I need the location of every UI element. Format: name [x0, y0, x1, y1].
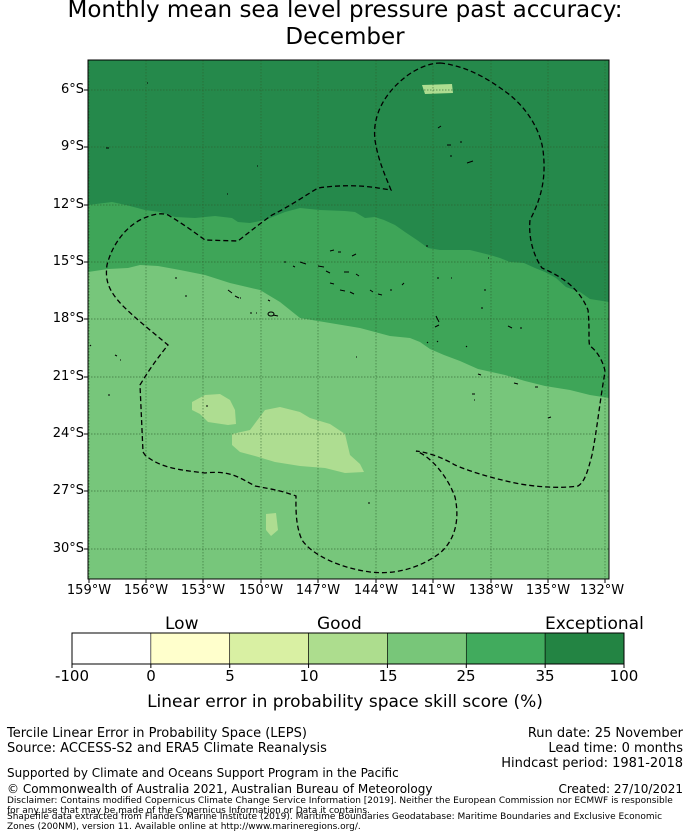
lat-label: 15°S: [52, 254, 84, 269]
info-source: Source: ACCESS-S2 and ERA5 Climate Reana…: [7, 741, 327, 756]
colorbar-segment: [465, 632, 546, 665]
gridlines: [88, 60, 609, 579]
lon-label: 156°W: [123, 583, 169, 598]
island-markers: [89, 82, 552, 504]
lon-ticks: [88, 579, 606, 583]
colorbar-frame: [71, 632, 625, 665]
lon-label: 132°W: [579, 583, 625, 598]
lon-label: 159°W: [66, 583, 112, 598]
region-score-15-25: [88, 265, 609, 579]
category-exceptional: Exceptional: [545, 614, 644, 634]
run-date: Run date: 25 November: [527, 726, 683, 741]
hindcast-period: Hindcast period: 1981-2018: [501, 756, 683, 771]
colorbar-segment: [150, 632, 231, 665]
lat-label: 21°S: [52, 369, 84, 384]
region-score-35-100: [88, 60, 609, 302]
copyright: © Commonwealth of Australia 2021, Austra…: [7, 782, 433, 796]
info-method: Tercile Linear Error in Probability Spac…: [7, 726, 307, 741]
colorbar-tick-label: 0: [146, 667, 156, 685]
lon-label: 147°W: [295, 583, 341, 598]
chart-subtitle: December: [285, 24, 405, 50]
colorbar-label: Linear error in probability space skill …: [147, 692, 543, 712]
colorbar-tick-label: 35: [535, 667, 555, 685]
lat-ticks: [84, 89, 88, 550]
category-low: Low: [165, 614, 199, 634]
lat-label: 18°S: [52, 311, 84, 326]
lon-label: 150°W: [238, 583, 284, 598]
colorbar-tick-label: 10: [299, 667, 319, 685]
shapefile-credit: Shapefile data extracted from Flanders M…: [7, 812, 663, 832]
colorbar-segment: [544, 632, 625, 665]
category-good: Good: [317, 614, 362, 634]
chart-title: Monthly mean sea level pressure past acc…: [67, 0, 623, 23]
lon-label: 135°W: [525, 583, 571, 598]
lat-label: 24°S: [52, 426, 84, 441]
colorbar-segment: [71, 632, 152, 665]
lat-label: 27°S: [52, 483, 84, 498]
colorbar-tick-label: 5: [225, 667, 235, 685]
disclaimer: Disclaimer: Contains modified Copernicus…: [7, 796, 673, 816]
eez-boundary: [105, 62, 606, 574]
colorbar-segment: [229, 632, 309, 665]
lat-label: 9°S: [60, 139, 84, 154]
colorbar-tick-label: 100: [609, 667, 639, 685]
created-date: Created: 27/10/2021: [558, 782, 683, 796]
colorbar-tick-label: -100: [54, 667, 90, 685]
lat-label: 12°S: [52, 197, 84, 212]
lat-label: 30°S: [52, 541, 84, 556]
lon-label: 138°W: [468, 583, 514, 598]
lon-label: 141°W: [410, 583, 456, 598]
lead-time: Lead time: 0 months: [548, 741, 683, 756]
map-area: [88, 60, 609, 579]
region-score-10-15: [192, 394, 364, 536]
colorbar: [71, 632, 625, 665]
region-score-10-15-north: [422, 84, 453, 94]
lon-label: 144°W: [353, 583, 399, 598]
support-note: Supported by Climate and Oceans Support …: [7, 766, 399, 780]
colorbar-segment: [308, 632, 388, 665]
colorbar-ticks: [71, 664, 625, 668]
lon-label: 153°W: [180, 583, 226, 598]
colorbar-tick-label: 25: [456, 667, 476, 685]
colorbar-tick-label: 15: [378, 667, 398, 685]
colorbar-segment: [387, 632, 467, 665]
lat-label: 6°S: [60, 82, 84, 97]
